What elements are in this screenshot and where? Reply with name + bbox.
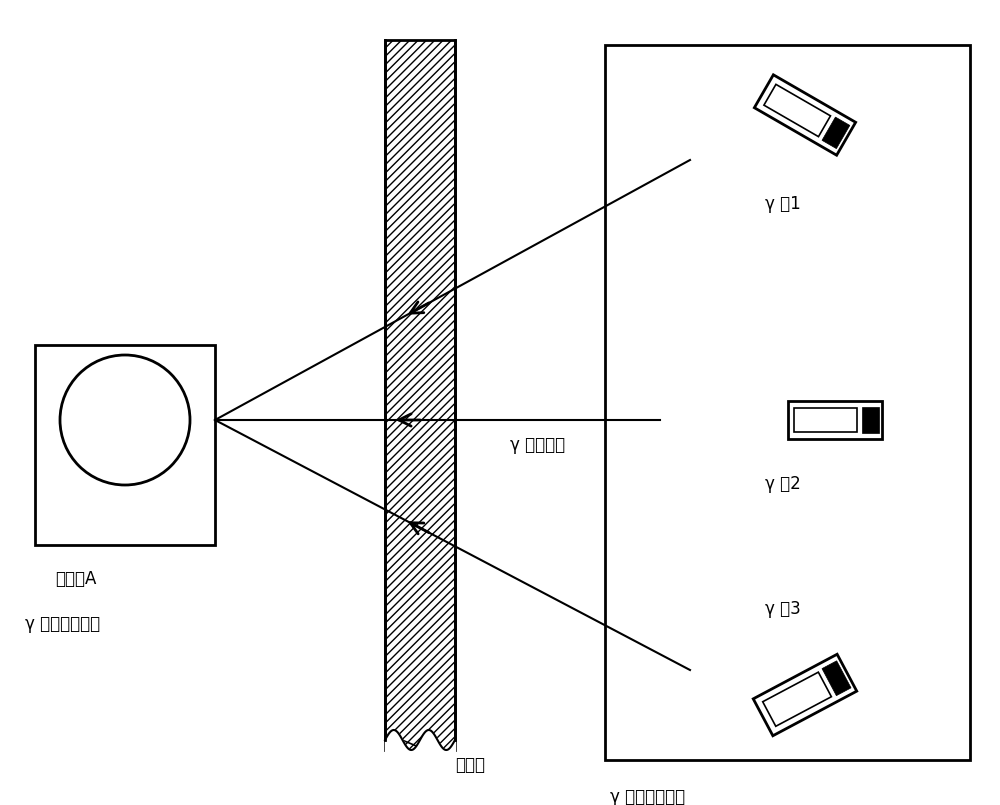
Polygon shape	[822, 661, 851, 696]
Bar	[35, 345, 215, 545]
Polygon shape	[763, 672, 831, 726]
Text: γ 射线发生装置: γ 射线发生装置	[610, 788, 685, 805]
Polygon shape	[788, 401, 882, 439]
Polygon shape	[822, 117, 850, 149]
Text: 探测器A: 探测器A	[55, 570, 96, 588]
Circle shape	[60, 355, 190, 485]
Text: γ 源2: γ 源2	[765, 475, 801, 493]
Polygon shape	[754, 75, 856, 155]
Bar	[385, 40, 455, 750]
Polygon shape	[764, 85, 830, 137]
Polygon shape	[794, 408, 857, 432]
Polygon shape	[862, 407, 879, 433]
Text: γ 射线信号: γ 射线信号	[510, 436, 565, 454]
Text: γ 源3: γ 源3	[765, 600, 801, 618]
Text: γ 射线探收装置: γ 射线探收装置	[25, 615, 100, 633]
Text: 屏蔽层: 屏蔽层	[455, 756, 485, 774]
Bar	[605, 45, 970, 760]
Polygon shape	[753, 654, 857, 736]
Text: γ 源1: γ 源1	[765, 195, 801, 213]
